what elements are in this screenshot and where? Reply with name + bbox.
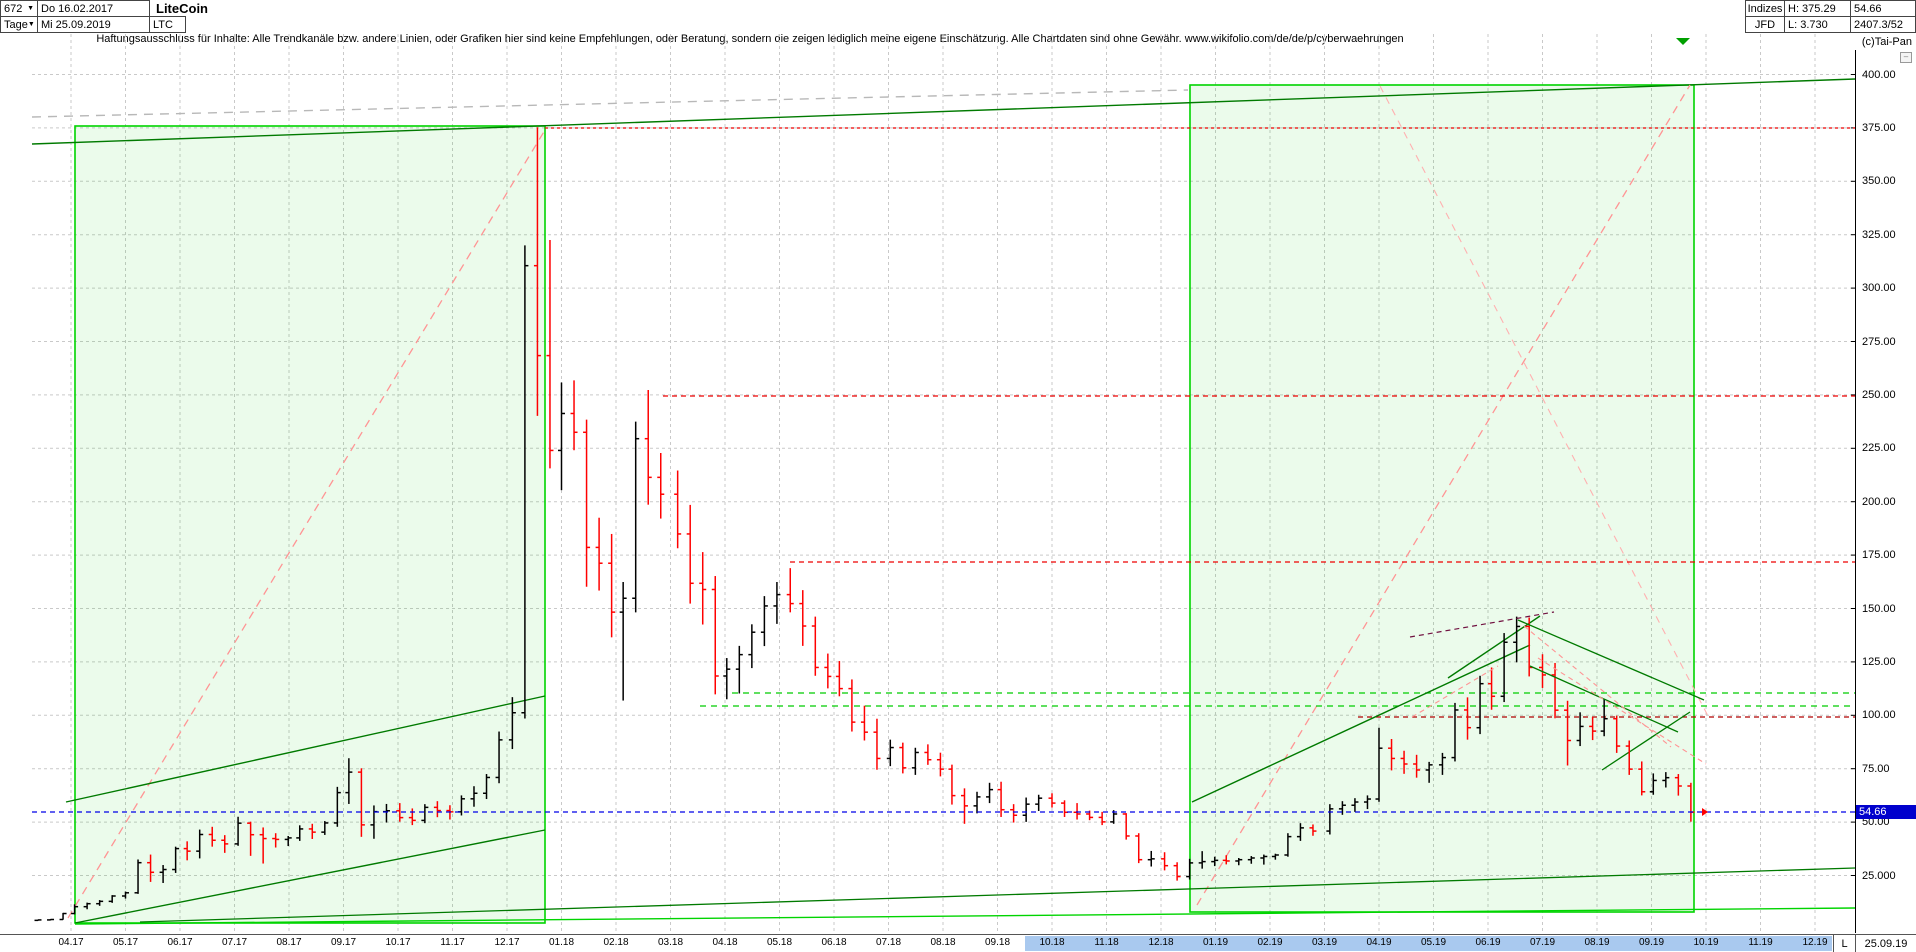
bars-count-value: 672	[4, 2, 23, 15]
time-axis-label: 05.17	[112, 937, 139, 948]
date-to-value: Mi 25.09.2019	[41, 18, 111, 31]
long-green-resistance	[31, 78, 1856, 145]
time-axis-label: 10.19	[1693, 937, 1719, 948]
channel-2017-lower	[74, 829, 546, 924]
price-axis-label: 25.000	[1862, 869, 1898, 882]
time-axis-label: 01.18	[548, 937, 575, 948]
volume-cell: 2407.3/52	[1851, 16, 1916, 33]
time-axis-label: 12.18	[1148, 937, 1174, 948]
date-from-field[interactable]: Do 16.02.2017	[38, 0, 150, 17]
high-value-cell: H: 375.29	[1785, 0, 1851, 17]
last-date-cell: 25.09.19	[1855, 935, 1916, 952]
time-axis-label: 07.18	[875, 937, 902, 948]
time-axis-label: 07.19	[1529, 937, 1556, 948]
exchange-cell: Indizes	[1745, 0, 1785, 17]
last-price-cell: 54.66	[1851, 0, 1916, 17]
time-axis-label: 02.19	[1257, 937, 1283, 948]
price-axis-label: 175.00	[1862, 549, 1898, 562]
broker-cell: JFD	[1745, 16, 1785, 33]
last-bar-marker-icon	[1702, 808, 1708, 816]
selected-range-highlight	[1025, 936, 1832, 951]
price-axis-label: 150.00	[1862, 602, 1898, 615]
post-peak-channel-lower	[1529, 665, 1679, 733]
price-axis-label: 275.00	[1862, 335, 1898, 348]
time-axis-label: 01.19	[1202, 937, 1229, 948]
channel-2017-upper	[65, 695, 546, 803]
time-axis-label: 08.17	[276, 937, 302, 948]
projection-box-2019	[1189, 84, 1695, 913]
scale-marker-icon	[1676, 38, 1690, 45]
time-axis-label: 03.19	[1311, 937, 1338, 948]
time-axis-label: 06.18	[821, 937, 847, 948]
time-axis-label: 10.17	[385, 937, 411, 948]
collapse-icon[interactable]: –	[1900, 52, 1912, 63]
price-axis-label: 350.00	[1862, 175, 1898, 188]
price-axis-label: 75.00	[1862, 762, 1892, 775]
post-peak-channel-upper	[1517, 619, 1705, 701]
red-dashed-decline-projection	[1379, 85, 1709, 717]
symbol-code: LTC	[150, 16, 186, 33]
chevron-down-icon: ▼	[27, 5, 34, 12]
time-axis-label: 02.18	[603, 937, 629, 948]
time-axis[interactable]: 04.17 05.17 06.17 07.17 08.17 09.17 10.17 11.17…	[0, 934, 1916, 952]
time-axis-label: 09.18	[984, 937, 1011, 948]
date-to-field[interactable]: Mi 25.09.2019	[38, 16, 150, 33]
time-axis-label: 12.17	[494, 937, 520, 948]
time-axis-label: 05.18	[766, 937, 793, 948]
time-axis-label: 11.17	[440, 937, 465, 948]
mini-red-dash-rise	[1411, 665, 1499, 718]
low-value-cell: L: 3.730	[1785, 16, 1851, 33]
period-value: Tage	[4, 18, 28, 31]
time-axis-label: 06.19	[1475, 937, 1501, 948]
red-dashed-projection-2019	[1196, 84, 1691, 906]
time-axis-label: 09.17	[330, 937, 357, 948]
chevron-down-icon: ▼	[27, 21, 35, 28]
time-axis-label: 04.17	[58, 937, 84, 948]
time-axis-label: 06.17	[167, 937, 193, 948]
instrument-title: LiteCoin	[156, 1, 208, 16]
price-axis-label: 250.00	[1862, 388, 1898, 401]
disclaimer-text: Haftungsausschluss für Inhalte: Alle Tre…	[96, 33, 1404, 45]
mini-red-dash-fall-2	[1537, 657, 1707, 765]
time-axis-label: 07.17	[221, 937, 248, 948]
time-axis-label: 09.19	[1638, 937, 1665, 948]
current-price-tag: 54.66	[1856, 805, 1916, 820]
price-axis-label: 125.00	[1862, 655, 1898, 668]
maroon-dashed-resistance	[1409, 611, 1555, 638]
price-axis-label: 325.00	[1862, 228, 1898, 241]
time-axis-label: 03.18	[657, 937, 684, 948]
price-axis-label: 100.00	[1862, 709, 1898, 722]
price-axis-label: 375.00	[1862, 121, 1898, 134]
uptrend-2019-support	[1191, 644, 1531, 803]
mini-red-dash-fall-1	[1523, 625, 1672, 748]
time-axis-label: 08.18	[930, 937, 956, 948]
price-axis-label: 225.00	[1862, 442, 1898, 455]
date-from-value: Do 16.02.2017	[41, 2, 114, 15]
last-marker-cell: L	[1833, 935, 1855, 952]
time-axis-label: 08.19	[1584, 937, 1610, 948]
period-dropdown[interactable]: Tage ▼	[0, 16, 38, 33]
symbol-value: LTC	[153, 18, 173, 31]
price-axis-label: 400.00	[1862, 68, 1898, 81]
time-axis-label: 04.18	[712, 937, 738, 948]
time-axis-label: 11.19	[1748, 937, 1773, 948]
time-axis-label: 12.19	[1802, 937, 1828, 948]
copyright-label: (c)Tai-Pan	[1859, 36, 1914, 48]
long-bottom-support-dark	[139, 867, 1856, 923]
time-axis-label: 11.18	[1094, 937, 1119, 948]
september-wedge-line	[1601, 711, 1691, 771]
time-axis-label: 05.19	[1420, 937, 1447, 948]
time-axis-label: 10.18	[1039, 937, 1065, 948]
price-axis-label: 200.00	[1862, 495, 1898, 508]
long-bottom-support-bright	[74, 907, 1856, 925]
time-axis-label: 04.19	[1366, 937, 1392, 948]
gray-upper-trendline	[31, 89, 1189, 118]
price-axis-label: 300.00	[1862, 282, 1898, 295]
